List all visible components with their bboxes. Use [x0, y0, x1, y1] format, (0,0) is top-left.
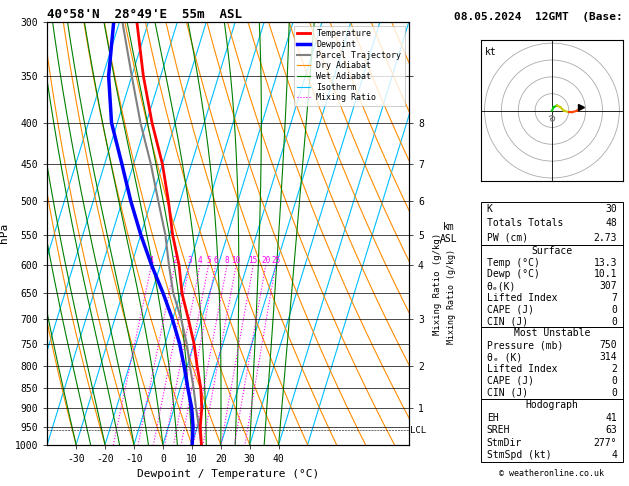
Text: 15: 15	[248, 256, 258, 265]
Text: © weatheronline.co.uk: © weatheronline.co.uk	[499, 469, 604, 478]
Text: 750: 750	[599, 340, 617, 350]
Text: θₑ (K): θₑ (K)	[487, 352, 522, 362]
Text: Totals Totals: Totals Totals	[487, 218, 563, 228]
Text: Surface: Surface	[532, 246, 572, 256]
Text: Pressure (mb): Pressure (mb)	[487, 340, 563, 350]
Text: 7: 7	[611, 293, 617, 303]
Text: StmSpd (kt): StmSpd (kt)	[487, 451, 552, 460]
Text: CAPE (J): CAPE (J)	[487, 376, 534, 386]
Text: 314: 314	[599, 352, 617, 362]
Text: StmDir: StmDir	[487, 438, 522, 448]
Text: Temp (°C): Temp (°C)	[487, 258, 540, 268]
Bar	[481, 202, 623, 245]
Text: 40°58'N  28°49'E  55m  ASL: 40°58'N 28°49'E 55m ASL	[47, 8, 242, 21]
Text: 307: 307	[599, 281, 617, 291]
Text: 0: 0	[611, 376, 617, 386]
Text: 2: 2	[172, 256, 177, 265]
Y-axis label: km
ASL: km ASL	[440, 223, 457, 244]
Text: Hodograph: Hodograph	[525, 400, 579, 410]
Text: 0: 0	[611, 305, 617, 315]
Text: 20: 20	[261, 256, 270, 265]
Text: Dewp (°C): Dewp (°C)	[487, 269, 540, 279]
Text: 13.3: 13.3	[594, 258, 617, 268]
Legend: Temperature, Dewpoint, Parcel Trajectory, Dry Adiabat, Wet Adiabat, Isotherm, Mi: Temperature, Dewpoint, Parcel Trajectory…	[294, 26, 404, 105]
Text: 25: 25	[271, 256, 281, 265]
Bar	[481, 399, 623, 462]
Text: 5: 5	[206, 256, 211, 265]
Text: 10: 10	[231, 256, 241, 265]
Text: 8: 8	[225, 256, 230, 265]
Text: Mixing Ratio (g/kg): Mixing Ratio (g/kg)	[433, 233, 442, 335]
Text: SREH: SREH	[487, 425, 510, 435]
Text: 10.1: 10.1	[594, 269, 617, 279]
Text: CAPE (J): CAPE (J)	[487, 305, 534, 315]
Text: 63: 63	[605, 425, 617, 435]
Text: 41: 41	[605, 413, 617, 422]
Text: 48: 48	[605, 218, 617, 228]
Bar	[481, 328, 623, 399]
Text: CIN (J): CIN (J)	[487, 316, 528, 327]
Text: K: K	[487, 204, 493, 214]
Text: θₑ(K): θₑ(K)	[487, 281, 516, 291]
Text: 0: 0	[611, 316, 617, 327]
Bar	[481, 245, 623, 328]
Text: Mixing Ratio (g/kg): Mixing Ratio (g/kg)	[447, 249, 456, 344]
Text: Lifted Index: Lifted Index	[487, 364, 557, 374]
Text: 2.73: 2.73	[594, 233, 617, 243]
Text: 0: 0	[611, 388, 617, 398]
Text: 1: 1	[149, 256, 153, 265]
Text: 4: 4	[611, 451, 617, 460]
Text: 08.05.2024  12GMT  (Base: 06): 08.05.2024 12GMT (Base: 06)	[454, 12, 629, 22]
Text: 4: 4	[198, 256, 203, 265]
X-axis label: Dewpoint / Temperature (°C): Dewpoint / Temperature (°C)	[137, 469, 319, 479]
Text: Lifted Index: Lifted Index	[487, 293, 557, 303]
Text: 30: 30	[605, 204, 617, 214]
Text: 2: 2	[611, 364, 617, 374]
Y-axis label: hPa: hPa	[0, 223, 9, 243]
Text: 277°: 277°	[594, 438, 617, 448]
Text: EH: EH	[487, 413, 499, 422]
Text: Most Unstable: Most Unstable	[514, 329, 590, 338]
Text: kt: kt	[484, 47, 496, 56]
Text: LCL: LCL	[409, 426, 426, 435]
Text: CIN (J): CIN (J)	[487, 388, 528, 398]
Text: 3: 3	[187, 256, 192, 265]
Text: PW (cm): PW (cm)	[487, 233, 528, 243]
Text: 6: 6	[213, 256, 218, 265]
